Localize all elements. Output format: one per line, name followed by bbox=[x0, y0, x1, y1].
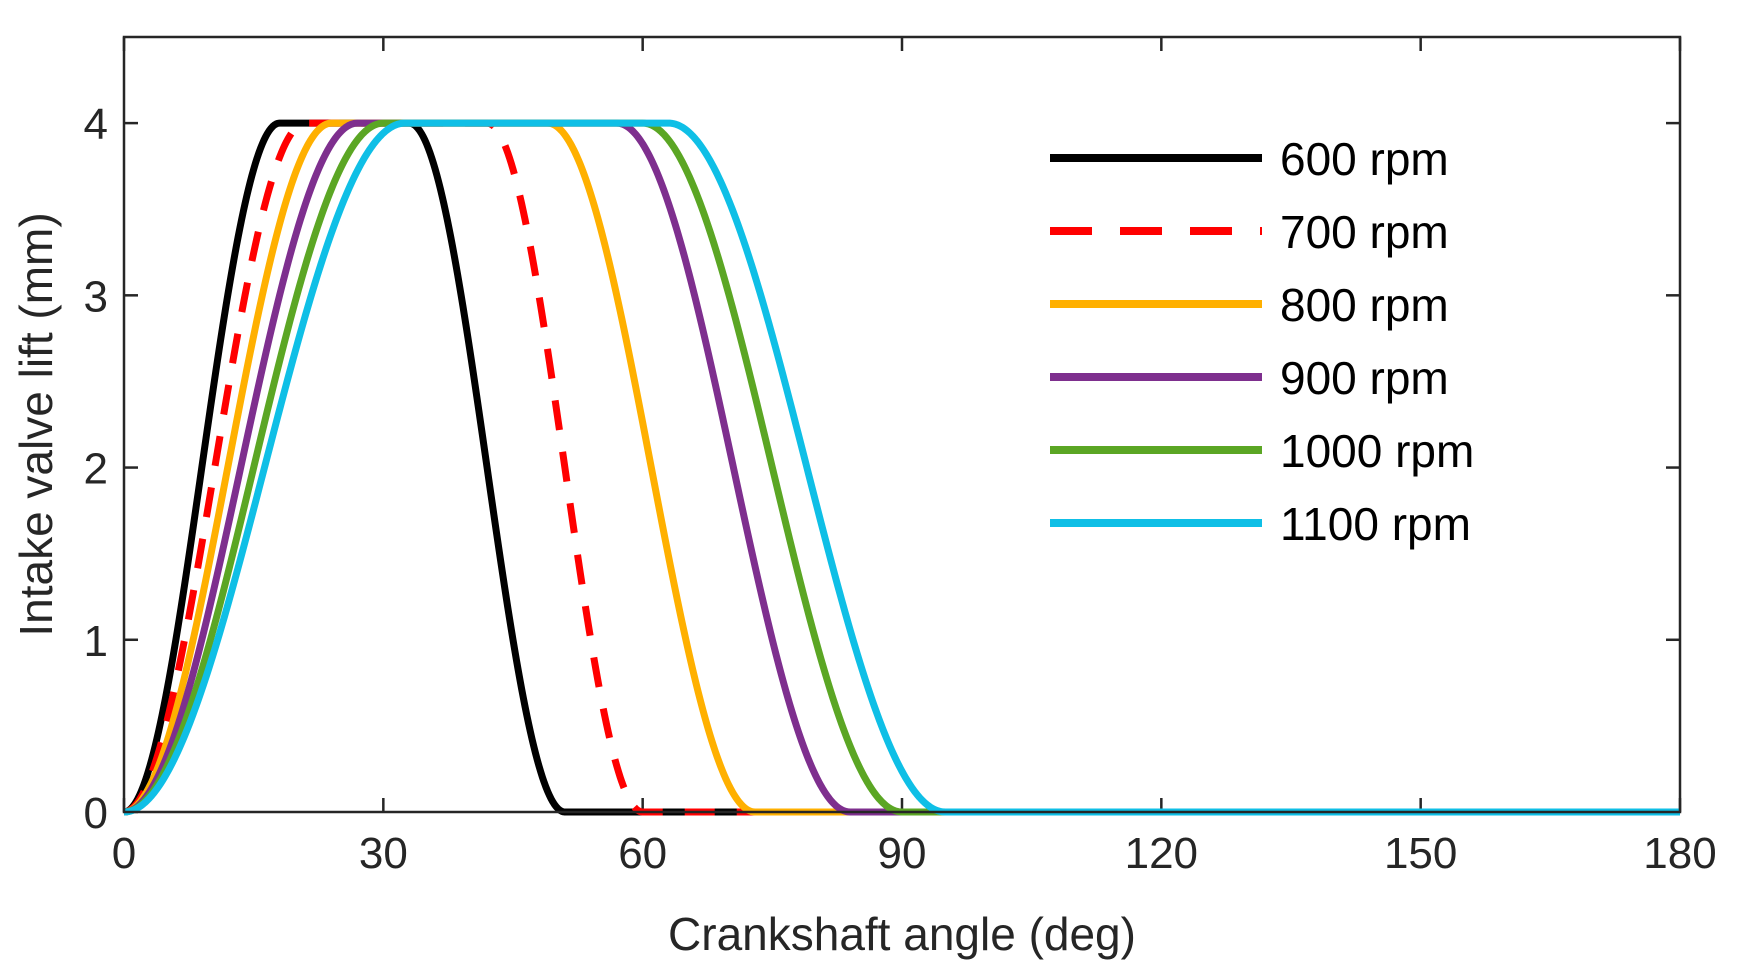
legend-label: 900 rpm bbox=[1280, 352, 1449, 404]
legend-label: 1000 rpm bbox=[1280, 425, 1474, 477]
y-tick-label: 0 bbox=[84, 789, 108, 838]
x-tick-label: 30 bbox=[359, 829, 408, 878]
tick-labels: 0 30 60 90 120 150 180 0 1 2 3 4 bbox=[84, 100, 1717, 878]
x-tick-label: 120 bbox=[1125, 829, 1198, 878]
legend-label: 600 rpm bbox=[1280, 133, 1449, 185]
legend-label: 1100 rpm bbox=[1280, 498, 1471, 550]
y-tick-label: 3 bbox=[84, 272, 108, 321]
x-tick-label: 90 bbox=[878, 829, 927, 878]
legend-label: 800 rpm bbox=[1280, 279, 1449, 331]
y-tick-label: 4 bbox=[84, 100, 108, 149]
x-tick-label: 180 bbox=[1643, 829, 1716, 878]
legend: 600 rpm 700 rpm 800 rpm 900 rpm 1000 rpm 1100… bbox=[1050, 133, 1474, 550]
y-tick-label: 2 bbox=[84, 445, 108, 494]
y-tick-label: 1 bbox=[84, 617, 108, 666]
x-tick-label: 0 bbox=[112, 829, 136, 878]
x-tick-label: 60 bbox=[618, 829, 667, 878]
x-tick-label: 150 bbox=[1384, 829, 1457, 878]
y-axis-title: Intake valve lift (mm) bbox=[10, 212, 62, 636]
legend-label: 700 rpm bbox=[1280, 206, 1449, 258]
x-axis-title: Crankshaft angle (deg) bbox=[668, 908, 1136, 960]
plot-area-frame bbox=[122, 35, 1682, 814]
